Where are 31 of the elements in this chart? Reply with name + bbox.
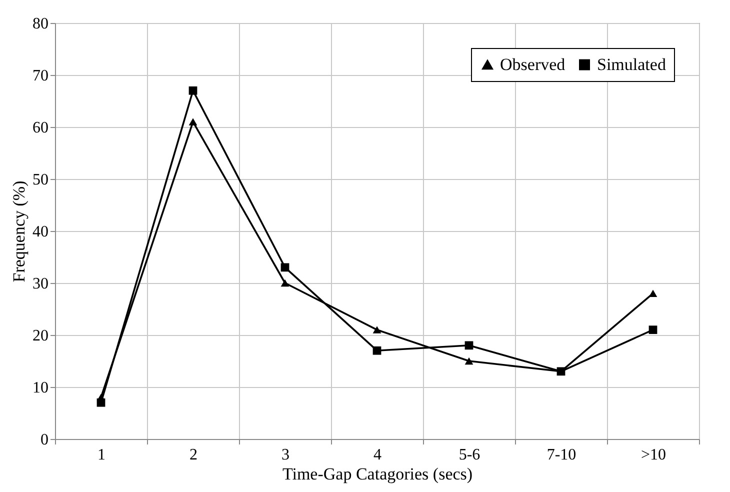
y-tick-label: 80 bbox=[32, 16, 48, 32]
y-tick-label: 30 bbox=[32, 276, 48, 292]
legend-label: Observed bbox=[500, 54, 566, 74]
point bbox=[280, 279, 290, 287]
point bbox=[96, 394, 106, 402]
x-tick-label: 4 bbox=[374, 446, 382, 464]
y-tick-label: 70 bbox=[32, 68, 48, 84]
legend-label: Simulated bbox=[597, 54, 666, 74]
y-tick-label: 10 bbox=[32, 380, 48, 396]
point bbox=[188, 86, 198, 95]
point bbox=[648, 290, 658, 298]
point bbox=[648, 326, 658, 334]
x-tick-label: 2 bbox=[190, 446, 198, 464]
y-tick-label: 40 bbox=[32, 224, 48, 240]
point bbox=[372, 346, 382, 355]
x-tick-label: 3 bbox=[282, 446, 290, 464]
x-tick-label: 1 bbox=[98, 446, 106, 464]
point bbox=[372, 326, 382, 334]
point bbox=[464, 341, 474, 350]
y-axis-title: Frequency (%) bbox=[10, 180, 28, 282]
point bbox=[280, 263, 290, 272]
y-tick-label: 0 bbox=[40, 432, 48, 448]
y-tick-label: 50 bbox=[32, 172, 48, 188]
point bbox=[464, 357, 474, 365]
x-tick-label: >10 bbox=[640, 446, 666, 464]
x-tick-label: 7-10 bbox=[546, 446, 576, 464]
y-tick-label: 60 bbox=[32, 120, 48, 136]
x-axis-title: Time-Gap Catagories (secs) bbox=[282, 464, 473, 484]
x-tick-label: 5-6 bbox=[458, 446, 480, 464]
y-tick-label: 20 bbox=[32, 328, 48, 344]
point bbox=[188, 118, 198, 126]
